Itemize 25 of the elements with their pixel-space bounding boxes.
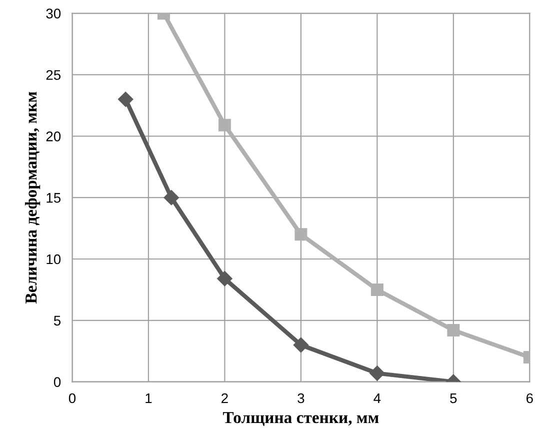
y-tick-label: 30 <box>46 8 61 18</box>
point <box>164 190 179 206</box>
x-axis-title: Толщина стенки, мм <box>222 412 379 426</box>
point <box>217 271 232 286</box>
y-tick-label: 25 <box>46 70 61 80</box>
x-tick-label: 4 <box>374 393 381 404</box>
x-tick-label: 5 <box>450 393 457 404</box>
y-axis-title: Величина деформации, мкм <box>24 92 40 304</box>
point <box>370 283 384 296</box>
point <box>218 118 231 132</box>
point <box>293 337 309 353</box>
x-tick-label: 6 <box>526 393 533 404</box>
x-tick-label: 1 <box>146 393 152 404</box>
y-tick-label: 15 <box>46 193 61 203</box>
x-tick-label: 3 <box>298 393 304 404</box>
y-tick-label: 10 <box>46 254 61 264</box>
point <box>447 324 460 336</box>
x-tick-label: 0 <box>68 393 76 404</box>
y-tick-label: 0 <box>54 377 61 388</box>
point <box>118 92 134 107</box>
y-tick-label: 20 <box>46 131 61 142</box>
x-tick-label: 2 <box>222 393 228 404</box>
point <box>370 366 385 381</box>
y-tick-label: 5 <box>54 316 61 326</box>
point <box>294 228 308 241</box>
